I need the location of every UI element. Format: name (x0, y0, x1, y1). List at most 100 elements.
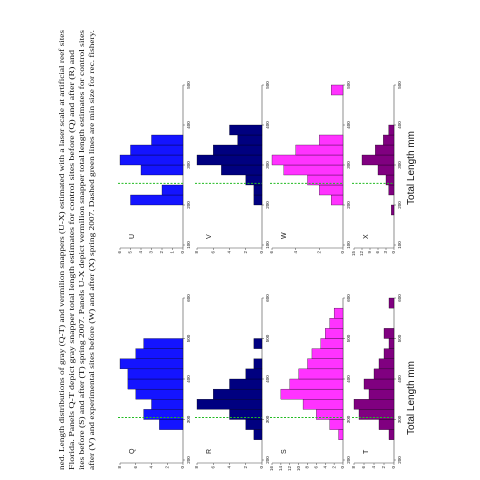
x-tick-label: 100 (186, 241, 191, 249)
histogram-bar (161, 184, 184, 196)
y-tick-label: 8 (194, 251, 199, 254)
x-tick-label: 300 (265, 161, 270, 169)
histogram-bar (237, 134, 263, 146)
histogram-bar (325, 328, 344, 339)
histogram-bar (353, 399, 395, 410)
panel-label: Q (129, 448, 136, 454)
x-tick-label: 600 (265, 294, 270, 302)
histogram-bar (253, 184, 263, 196)
y-tick-label: 0 (340, 466, 345, 469)
y-tick-label: 0 (180, 251, 185, 254)
y-tick-label: 2 (164, 466, 169, 469)
x-tick-label: 500 (265, 334, 270, 342)
histogram-bar (295, 144, 344, 156)
histogram-bar (331, 194, 344, 206)
histogram-bar (377, 164, 395, 176)
histogram-bar (383, 328, 395, 339)
x-tick-label: 200 (186, 456, 191, 464)
y-tick-label: 8 (117, 466, 122, 469)
histogram-bar (245, 368, 263, 380)
histogram-bar (298, 368, 344, 380)
histogram-bar (320, 338, 344, 349)
x-tick-label: 200 (397, 456, 402, 464)
x-tick-label: 600 (346, 294, 351, 302)
histogram-bar (127, 378, 184, 390)
histogram-bar (373, 368, 395, 380)
histogram-bar (130, 194, 184, 206)
y-tick-label: 2 (331, 466, 336, 469)
y-tick-label: 12 (287, 466, 292, 472)
histogram-bar (159, 419, 184, 430)
histogram-bar (229, 124, 263, 136)
histogram-bar (151, 399, 184, 410)
histogram-bar (143, 338, 184, 349)
y-tick-label: 0 (340, 251, 345, 254)
y-tick-label: 6 (361, 466, 366, 469)
histogram-bar (378, 358, 395, 370)
y-tick-label: 6 (314, 466, 319, 469)
y-tick-label: 2 (317, 251, 322, 254)
histogram-bar (311, 348, 344, 359)
x-tick-label: 400 (397, 375, 402, 383)
histogram-bar (135, 388, 184, 400)
y-tick-label: 2 (243, 251, 248, 254)
y-tick-label: 4 (138, 251, 143, 254)
histogram-bar (253, 194, 263, 206)
histogram-bar (316, 409, 344, 420)
histogram-bar (143, 409, 184, 420)
histogram-bar (213, 388, 263, 400)
histogram-bar (151, 134, 184, 146)
x-tick-label: 200 (397, 201, 402, 209)
x-tick-label: 600 (186, 294, 191, 302)
y-tick-label: 6 (133, 466, 138, 469)
histogram-bar (388, 184, 395, 196)
histogram-bar (378, 419, 395, 430)
histogram-bar (388, 429, 395, 440)
y-tick-label: 0 (259, 251, 264, 254)
histogram-bar (135, 348, 184, 359)
x-tick-label: 100 (397, 241, 402, 249)
x-tick-label: 300 (397, 415, 402, 423)
x-tick-label: 100 (265, 241, 270, 249)
panel-label: V (206, 234, 213, 239)
y-tick-label: 4 (227, 466, 232, 469)
rotated-page: ned. Length distributions of gray (Q-T) … (57, 30, 417, 471)
x-tick-label: 500 (186, 81, 191, 89)
x-tick-label: 400 (265, 121, 270, 129)
panel-label: T (363, 449, 370, 454)
histogram-bar (302, 399, 344, 410)
y-tick-label: 2 (381, 466, 386, 469)
x-tick-label: 400 (186, 121, 191, 129)
x-tick-label: 200 (346, 201, 351, 209)
histogram-bar (368, 388, 395, 400)
y-tick-label: 6 (210, 251, 215, 254)
histogram-bar (196, 154, 263, 166)
y-tick-label: 14 (278, 466, 283, 472)
histogram-bar (119, 358, 184, 370)
y-tick-label: 16 (269, 466, 274, 472)
histogram-bar (388, 338, 395, 349)
x-tick-label: 200 (346, 456, 351, 464)
x-tick-label: 300 (397, 161, 402, 169)
histogram-bar (229, 409, 263, 420)
x-tick-label: 500 (397, 334, 402, 342)
x-tick-label: 500 (397, 81, 402, 89)
histogram-bar (119, 154, 184, 166)
panel-label: S (281, 449, 288, 454)
y-tick-label: 4 (293, 251, 298, 254)
histogram-bar (388, 297, 395, 309)
histogram-bar (271, 154, 344, 166)
x-tick-label: 200 (265, 201, 270, 209)
histogram-bar (130, 144, 184, 156)
x-tick-label: 600 (397, 294, 402, 302)
x-tick-label: 500 (346, 334, 351, 342)
panel-label: W (281, 232, 288, 239)
histogram-bar (391, 204, 395, 216)
histogram-bar (375, 144, 395, 156)
y-tick-label: 0 (391, 251, 396, 254)
histogram-bar (253, 358, 263, 370)
histogram-bar (329, 419, 344, 430)
x-tick-label: 300 (186, 161, 191, 169)
histogram-bar (361, 154, 395, 166)
